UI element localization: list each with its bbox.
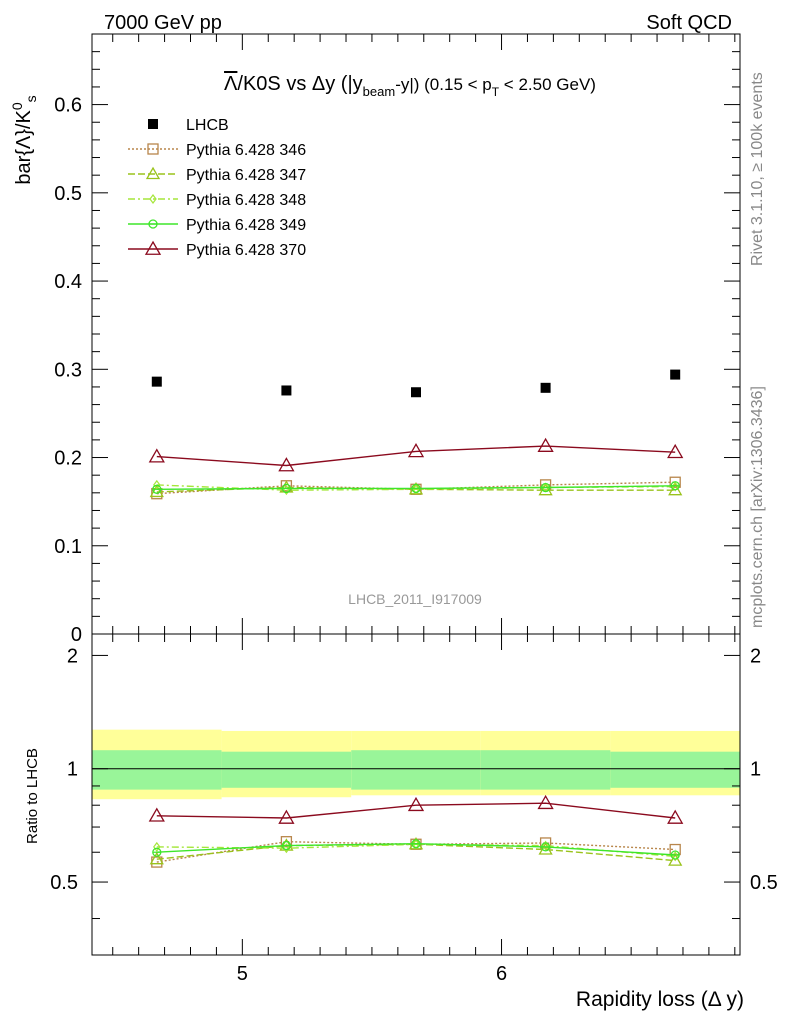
- ratio-band-inner: [92, 750, 222, 790]
- rivet-label: Rivet 3.1.10, ≥ 100k events: [749, 72, 766, 266]
- y-axis-label-sup: 0: [9, 102, 25, 110]
- x-tick-label: 5: [237, 963, 248, 985]
- ratio-point-p346-1: [280, 836, 293, 848]
- y-axis-label-main: bar{Λ}/K0s: [9, 95, 39, 184]
- main-y-tick-label: 0.2: [54, 448, 82, 470]
- ratio-band-inner: [480, 750, 611, 790]
- plot-title: Λ/K0S vs Δy (|ybeam-y|) (0.15 < pT < 2.5…: [224, 73, 596, 99]
- main-point-data-1: [281, 385, 292, 396]
- legend-marker-p346: [147, 143, 159, 155]
- main-point-data-2: [411, 387, 421, 398]
- ratio-point-p348-3: [541, 840, 550, 851]
- y-axis-label-sub: s: [23, 95, 39, 102]
- legend-label: Pythia 6.428 370: [186, 242, 306, 259]
- main-y-tick-label: 0.6: [54, 95, 82, 117]
- ratio-line-p370: [156, 802, 676, 819]
- header-left: 7000 GeV pp: [104, 12, 222, 34]
- ratio-line-p347: [156, 843, 676, 862]
- ratio-point-p347-4: [668, 853, 683, 866]
- main-y-tick-label: 0.5: [54, 183, 82, 205]
- title-sub-t: T: [492, 85, 500, 99]
- legend-marker-p347: [145, 166, 161, 180]
- main-line-p346: [156, 481, 676, 495]
- main-point-p370-3: [537, 437, 554, 452]
- title-lambda-bar: Λ: [224, 73, 238, 95]
- main-y-tick-label: 0.3: [54, 359, 82, 381]
- ratio-point-p348-0: [153, 841, 161, 852]
- source-label: mcplots.cern.ch [arXiv:1306.3436]: [749, 386, 766, 628]
- main-point-p370-4: [667, 443, 684, 459]
- ratio-band-inner: [221, 751, 352, 788]
- header-right: Soft QCD: [646, 12, 732, 34]
- main-y-tick-label: 0: [71, 624, 82, 646]
- ratio-band-inner: [351, 750, 481, 790]
- ratio-point-p370-0: [148, 807, 165, 822]
- x-tick-label: 6: [496, 963, 507, 985]
- ratio-point-p370-2: [407, 796, 425, 812]
- legend-label: LHCB: [186, 117, 229, 134]
- x-axis-label: Rapidity loss (Δ y): [576, 988, 744, 1011]
- ratio-point-p346-3: [539, 837, 552, 849]
- title-mid: -y|) (0.15 < p: [395, 75, 492, 94]
- ratio-y-tick-label: 0.5: [50, 872, 78, 894]
- main-point-p346-3: [539, 479, 552, 491]
- main-point-data-0: [151, 376, 162, 387]
- ratio-point-p347-0: [149, 851, 164, 865]
- main-point-p370-1: [278, 457, 295, 472]
- ratio-point-p370-3: [537, 794, 554, 810]
- ratio-y-tick-label-right: 2: [750, 645, 761, 667]
- legend-label: Pythia 6.428 349: [186, 217, 306, 234]
- y-axis-label-text: bar{Λ}/K: [13, 109, 35, 184]
- legend: LHCB Pythia 6.428 346 Pythia 6.428 347 Pyth…: [128, 117, 306, 259]
- ratio-point-p348-1: [282, 843, 291, 854]
- main-panel: 0 0.1 0.2 0.3 0.4 0.5 0.6: [54, 33, 741, 646]
- main-point-p370-2: [407, 443, 425, 458]
- main-point-p346-4: [669, 476, 681, 488]
- legend-marker-data: [148, 119, 158, 129]
- ratio-y-tick-label-right: 1: [750, 759, 761, 781]
- main-point-p370-0: [148, 448, 165, 463]
- y-axis-label-ratio: Ratio to LHCB: [24, 748, 41, 844]
- ratio-point-p370-4: [667, 809, 684, 824]
- legend-label: Pythia 6.428 346: [186, 142, 306, 159]
- main-point-data-3: [540, 382, 551, 393]
- ratio-y-tick-label: 1: [67, 759, 78, 781]
- main-point-data-4: [670, 369, 681, 380]
- legend-marker-p370: [144, 240, 162, 255]
- main-y-tick-label: 0.1: [54, 536, 82, 558]
- ratio-point-p370-1: [278, 809, 295, 824]
- title-end: < 2.50 GeV): [499, 75, 596, 94]
- ratio-frame: [91, 633, 741, 956]
- ratio-band-inner: [610, 751, 740, 788]
- main-y-tick-label: 0.4: [54, 271, 82, 293]
- main-line-p370: [156, 445, 676, 467]
- legend-label: Pythia 6.428 348: [186, 192, 306, 209]
- ratio-y-tick-label: 2: [67, 645, 78, 667]
- legend-marker-p348: [149, 194, 157, 204]
- title-main: /K0S vs Δy (|y: [237, 73, 362, 95]
- ratio-panel: 0.5 0.5 1 1 2 2 5 6: [50, 633, 778, 985]
- main-point-p347-4: [668, 482, 683, 496]
- analysis-watermark: LHCB_2011_I917009: [348, 591, 482, 607]
- ratio-y-tick-label-right: 0.5: [750, 872, 778, 894]
- legend-label: Pythia 6.428 347: [186, 167, 306, 184]
- title-sub-beam: beam: [363, 84, 396, 99]
